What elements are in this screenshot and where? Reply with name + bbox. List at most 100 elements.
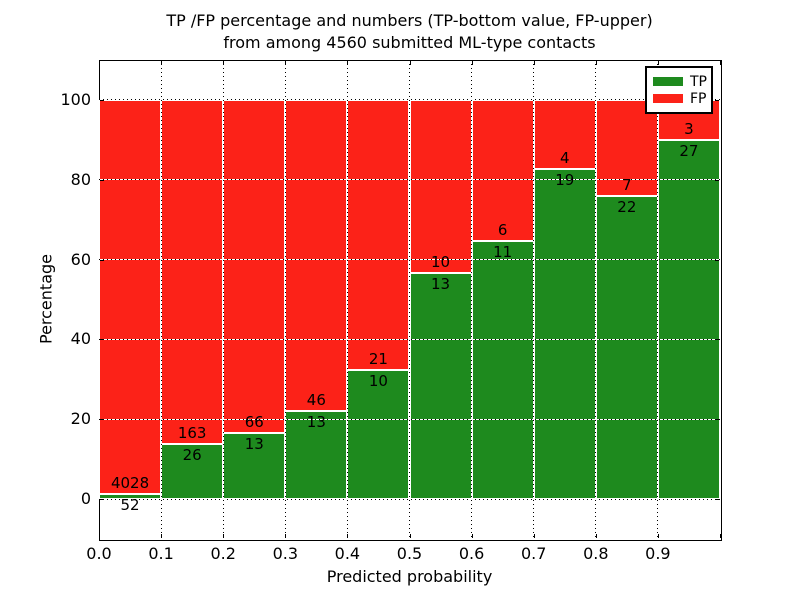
fp-count-label: 7: [622, 176, 632, 195]
x-tick-label: 0.8: [583, 544, 609, 563]
tp-bar-segment: [99, 494, 162, 500]
x-tick-mark: [347, 534, 349, 538]
x-tick-mark: [471, 534, 473, 538]
tp-count-label: 13: [431, 275, 451, 294]
chart-title-line2: from among 4560 submitted ML-type contac…: [223, 33, 596, 52]
x-tick-mark: [657, 61, 659, 65]
gridline-v: [471, 60, 473, 539]
gridline-v: [409, 60, 410, 539]
y-tick-label: 20: [70, 409, 91, 429]
tp-count-label: 11: [493, 242, 513, 261]
tp-count-label: 27: [679, 141, 699, 160]
legend: TP FP: [645, 66, 713, 114]
tp-count-label: 13: [306, 413, 326, 432]
gridline-v: [657, 60, 659, 539]
fp-count-label: 66: [244, 413, 264, 432]
y-tick-mark: [715, 179, 719, 181]
y-tick-label: 60: [70, 249, 91, 269]
y-tick-label: 80: [70, 169, 91, 189]
gridline-v: [595, 60, 597, 539]
fp-count-label: 21: [368, 350, 388, 369]
x-tick-mark: [223, 534, 225, 538]
fp-count-label: 4: [559, 149, 570, 168]
x-tick-mark: [347, 61, 349, 65]
x-tick-mark: [595, 61, 597, 65]
tp-count-label: 26: [182, 446, 202, 465]
fp-bar-segment: [99, 99, 162, 494]
y-tick-mark: [715, 259, 719, 261]
x-tick-label: 0.9: [645, 544, 671, 563]
x-tick-mark: [595, 534, 597, 538]
fp-count-label: 10: [431, 253, 451, 272]
legend-entry-tp: TP: [653, 73, 707, 90]
x-tick-label: 0.5: [396, 544, 423, 563]
x-tick-label: 0.7: [520, 544, 547, 563]
tp-legend-label: TP: [690, 73, 707, 90]
tp-bar-segment: [533, 169, 596, 500]
chart-title: TP /FP percentage and numbers (TP-bottom…: [99, 10, 720, 54]
tp-count-label: 52: [120, 496, 140, 514]
y-tick-mark: [715, 419, 719, 421]
legend-entry-fp: FP: [653, 90, 707, 107]
fp-count-label: 3: [684, 119, 694, 138]
y-tick-label: 0: [80, 489, 91, 509]
tp-bar-segment: [657, 139, 720, 500]
tp-count-label: 13: [244, 435, 264, 454]
y-tick-mark: [100, 419, 104, 421]
y-tick-mark: [715, 499, 719, 501]
gridline-v: [533, 60, 535, 539]
y-tick-mark: [100, 179, 104, 181]
x-tick-mark: [533, 61, 535, 65]
y-tick-mark: [100, 339, 104, 341]
fp-bar-segment: [161, 99, 224, 445]
x-tick-label: 0.6: [458, 544, 485, 563]
x-tick-mark: [720, 534, 721, 538]
gridline-v: [346, 60, 348, 539]
x-tick-mark: [657, 534, 659, 538]
gridline-v: [284, 60, 286, 539]
x-tick-mark: [161, 534, 163, 538]
x-tick-label: 0.1: [148, 544, 174, 563]
fp-count-label: 163: [177, 424, 207, 443]
tp-bar-segment: [471, 240, 534, 500]
tp-bar-segment: [285, 411, 348, 500]
x-tick-mark: [223, 61, 225, 65]
tp-bar-segment: [595, 196, 658, 500]
x-tick-mark: [99, 61, 100, 65]
x-tick-label: 0.0: [86, 544, 112, 563]
tp-bar-segment: [223, 433, 286, 500]
fp-bar-segment: [409, 99, 472, 274]
x-tick-mark: [99, 534, 100, 538]
gridline-v: [222, 60, 224, 539]
tp-bar-segment: [409, 273, 472, 500]
fp-count-label: 46: [306, 391, 326, 410]
gridline-v: [160, 60, 162, 539]
x-tick-mark: [533, 534, 535, 538]
x-axis-label: Predicted probability: [326, 567, 493, 586]
x-tick-label: 0.3: [272, 544, 299, 563]
tp-bar-segment: [347, 370, 410, 500]
tp-count-label: 19: [555, 171, 575, 190]
y-tick-mark: [715, 99, 719, 101]
x-tick-mark: [409, 61, 411, 65]
fp-legend-swatch: [653, 94, 683, 103]
chart-title-line1: TP /FP percentage and numbers (TP-bottom…: [166, 11, 653, 30]
fp-bar-segment: [223, 99, 286, 434]
x-tick-label: 0.4: [334, 544, 361, 563]
fp-bar-segment: [347, 99, 410, 371]
fp-bar-segment: [533, 99, 596, 170]
x-tick-label: 0.2: [210, 544, 236, 563]
tp-count-label: 10: [368, 372, 388, 391]
fp-count-label: 4028: [110, 474, 150, 492]
fp-bar-segment: [285, 99, 348, 412]
y-tick-label: 100: [60, 89, 91, 109]
x-tick-mark: [409, 534, 411, 538]
x-tick-mark: [285, 61, 287, 65]
fp-count-label: 6: [497, 220, 508, 239]
x-tick-mark: [720, 61, 721, 65]
y-tick-mark: [100, 499, 104, 501]
x-tick-mark: [471, 61, 473, 65]
fp-bar-segment: [471, 99, 534, 241]
tp-legend-swatch: [653, 77, 683, 86]
